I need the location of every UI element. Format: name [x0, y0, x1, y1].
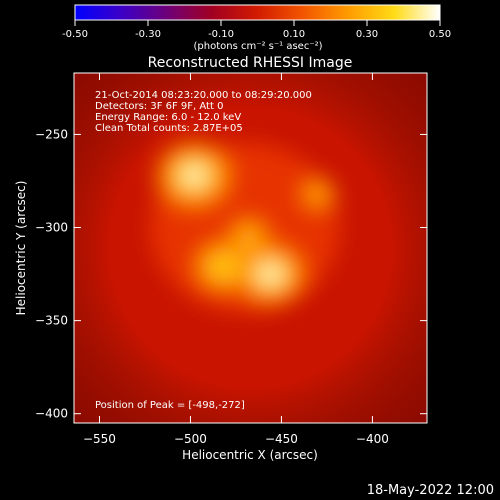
y-axis-label: Heliocentric Y (arcsec) [14, 181, 28, 316]
colorbar-tick-label: -0.30 [135, 29, 161, 40]
x-tick-label: −550 [83, 432, 116, 446]
x-tick-label: −400 [356, 432, 389, 446]
info-line: Detectors: 3F 6F 9F, Att 0 [95, 101, 223, 112]
colorbar-ticks: -0.50 -0.30 -0.10 0.10 0.30 0.50 [62, 20, 451, 40]
info-line: 21-Oct-2014 08:23:20.000 to 08:29:20.000 [95, 90, 312, 101]
colorbar: -0.50 -0.30 -0.10 0.10 0.30 0.50 (photons cm⁻… [62, 4, 451, 52]
info-line: Clean Total counts: 2.87E+05 [95, 123, 243, 134]
plot-frame [73, 72, 428, 424]
y-tick-label: −350 [35, 314, 68, 328]
y-tick-label: −250 [35, 127, 68, 141]
footer-timestamp: 18-May-2022 12:00 [367, 483, 494, 498]
y-tick-label: −300 [35, 221, 68, 235]
colorbar-unit-label: (photons cm⁻² s⁻¹ asec⁻²) [193, 41, 322, 52]
x-axis: −550 −500 −450 −400 [83, 73, 389, 446]
colorbar-frame [74, 4, 441, 21]
y-tick-label: −400 [35, 407, 68, 421]
x-tick-label: −450 [265, 432, 298, 446]
observation-info: 21-Oct-2014 08:23:20.000 to 08:29:20.000… [95, 90, 312, 134]
heatmap-image [74, 73, 427, 423]
colorbar-tick-label: 0.30 [356, 29, 378, 40]
colorbar-tick-label: 0.50 [429, 29, 451, 40]
peak-position-label: Position of Peak = [-498,-272] [95, 400, 245, 411]
colorbar-tick-label: -0.50 [62, 29, 88, 40]
chart-title: Reconstructed RHESSI Image [148, 55, 353, 71]
info-line: Energy Range: 6.0 - 12.0 keV [95, 112, 241, 123]
x-axis-label: Heliocentric X (arcsec) [182, 448, 318, 462]
colorbar-tick-label: 0.10 [283, 29, 305, 40]
heatmap-vignette [74, 73, 427, 423]
colorbar-gradient [75, 5, 440, 20]
x-tick-label: −500 [174, 432, 207, 446]
y-axis: −250 −300 −350 −400 [35, 127, 427, 421]
colorbar-tick-label: -0.10 [208, 29, 234, 40]
